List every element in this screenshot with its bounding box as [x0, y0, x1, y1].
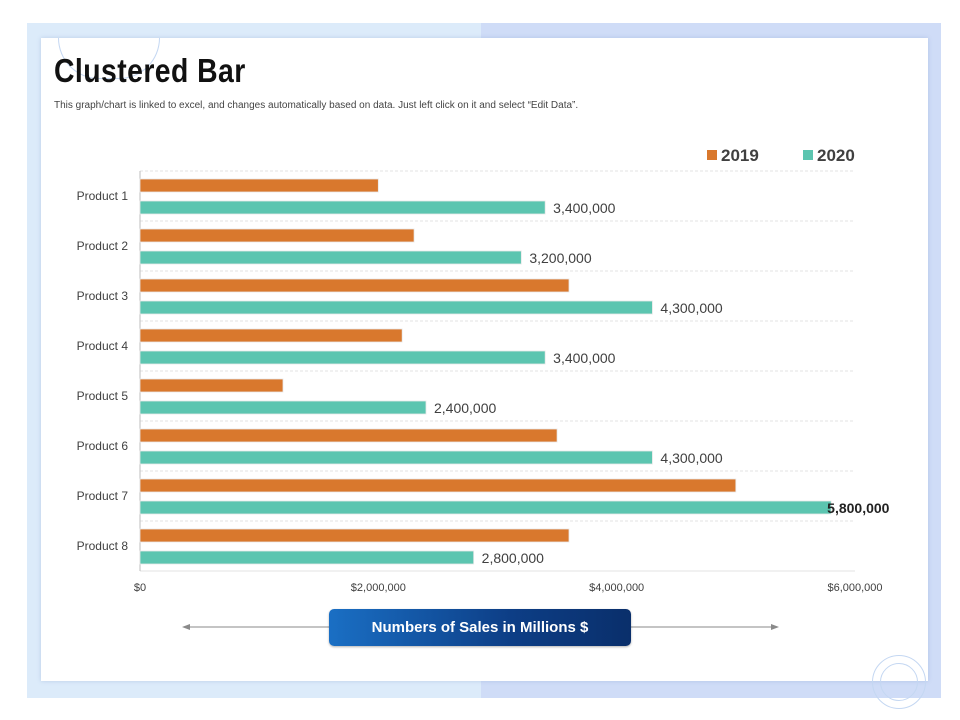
data-label-2020: 5,800,000 [827, 500, 889, 516]
bar-2019-product-8 [139, 528, 570, 543]
x-tick-label: $2,000,000 [351, 582, 406, 594]
bar-2020-product-5 [139, 400, 427, 415]
x-tick-label: $0 [134, 582, 146, 594]
category-label: Product 6 [77, 439, 129, 453]
bar-2019-product-1 [139, 178, 379, 193]
bar-2019-product-7 [139, 478, 737, 493]
data-labels: 3,400,000 3,200,000 4,300,000 3,400,000 2,40… [434, 200, 890, 566]
axis-arrow-left-head [182, 624, 190, 630]
data-label-2020: 3,400,000 [553, 350, 615, 366]
page-title: Clustered Bar [54, 52, 246, 89]
gridlines [139, 170, 855, 572]
legend-label-2020: 2020 [817, 146, 855, 165]
category-label: Product 1 [77, 189, 129, 203]
x-tick-labels: $0 $2,000,000 $4,000,000 $6,000,000 [134, 582, 883, 594]
decorative-ring-bottom-right-inner [880, 663, 918, 701]
bar-2019-product-3 [139, 278, 570, 293]
bar-2020-product-4 [139, 350, 546, 365]
bar-2019-product-6 [139, 428, 558, 443]
page-subtitle: This graph/chart is linked to excel, and… [54, 100, 579, 111]
category-label: Product 2 [77, 239, 129, 253]
legend-label-2019: 2019 [721, 146, 759, 165]
bars [139, 178, 832, 565]
legend-swatch-2020 [803, 150, 813, 160]
x-axis-caption-box: Numbers of Sales in Millions $ [329, 609, 631, 646]
axis-arrow-right-head [771, 624, 779, 630]
bar-2020-product-7 [139, 500, 832, 515]
legend-swatch-2019 [707, 150, 717, 160]
data-label-2020: 4,300,000 [660, 300, 722, 316]
category-label: Product 8 [77, 539, 129, 553]
category-label: Product 5 [77, 389, 129, 403]
category-labels: Product 1 Product 2 Product 3 Product 4 Prod… [77, 189, 129, 553]
bar-2020-product-3 [139, 300, 653, 315]
bar-2019-product-4 [139, 328, 403, 343]
chart-legend: 2019 2020 [707, 146, 855, 165]
category-label: Product 7 [77, 489, 129, 503]
category-label: Product 4 [77, 339, 129, 353]
bar-2020-product-6 [139, 450, 653, 465]
x-tick-label: $6,000,000 [827, 582, 882, 594]
data-label-2020: 3,200,000 [529, 250, 591, 266]
data-label-2020: 2,800,000 [482, 550, 544, 566]
decorative-ring-bottom-right [872, 655, 926, 709]
bar-2019-product-2 [139, 228, 415, 243]
data-label-2020: 4,300,000 [660, 450, 722, 466]
x-axis-caption: Numbers of Sales in Millions $ [371, 619, 589, 636]
bar-2020-product-2 [139, 250, 522, 265]
category-label: Product 3 [77, 289, 129, 303]
data-label-2020: 3,400,000 [553, 200, 615, 216]
bar-2020-product-8 [139, 550, 475, 565]
bar-2020-product-1 [139, 200, 546, 215]
x-tick-label: $4,000,000 [589, 582, 644, 594]
bar-2019-product-5 [139, 378, 284, 393]
data-label-2020: 2,400,000 [434, 400, 496, 416]
